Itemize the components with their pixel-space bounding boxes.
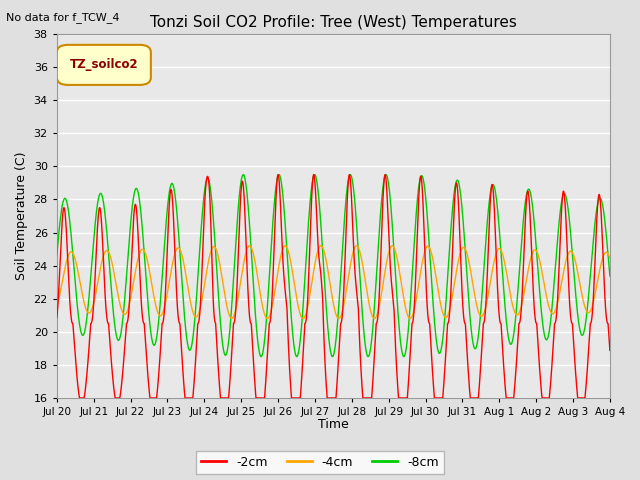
Text: TZ_soilco2: TZ_soilco2	[70, 59, 138, 72]
Legend: -2cm, -4cm, -8cm: -2cm, -4cm, -8cm	[196, 451, 444, 474]
Title: Tonzi Soil CO2 Profile: Tree (West) Temperatures: Tonzi Soil CO2 Profile: Tree (West) Temp…	[150, 15, 516, 30]
FancyBboxPatch shape	[57, 45, 151, 85]
Text: No data for f_TCW_4: No data for f_TCW_4	[6, 12, 120, 23]
X-axis label: Time: Time	[318, 419, 349, 432]
Y-axis label: Soil Temperature (C): Soil Temperature (C)	[15, 152, 28, 280]
